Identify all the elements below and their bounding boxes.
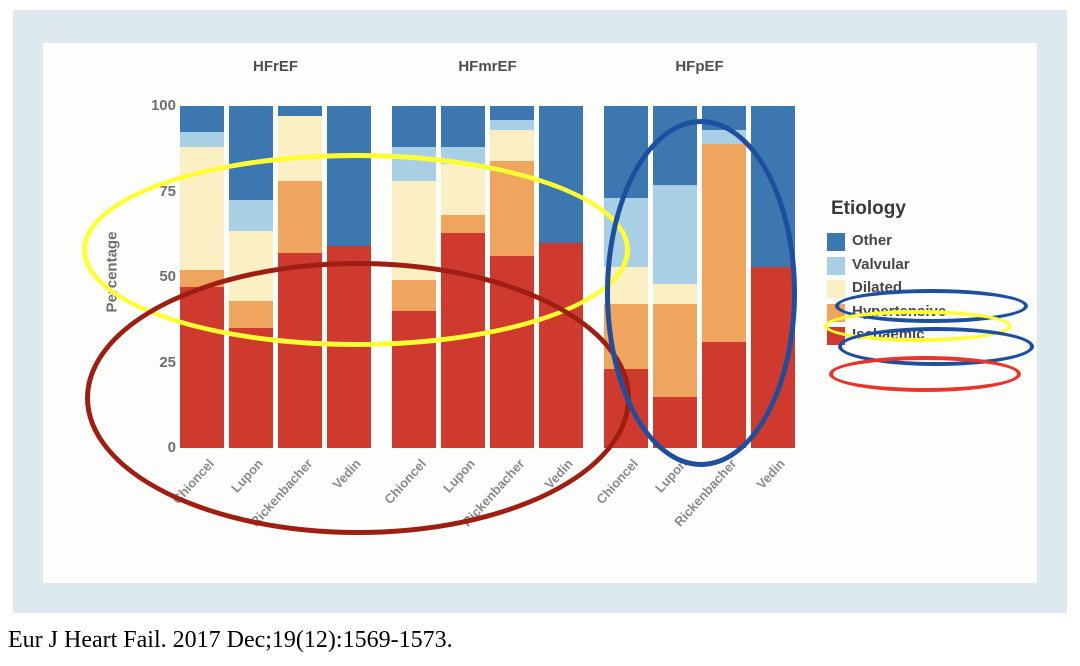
legend-swatch-valvular — [827, 256, 845, 275]
dark-red-ellipse-ischaemic — [85, 261, 631, 535]
blue-ellipse-hfpef-bars — [605, 119, 797, 467]
bar-segment-hfmref-rickenbacher-valvular — [490, 119, 534, 130]
y-tick-label-100: 100 — [150, 97, 176, 114]
citation-text: Eur J Heart Fail. 2017 Dec;19(12):1569-1… — [8, 627, 453, 653]
bar-segment-hfmref-lupon-other — [441, 106, 485, 148]
facet-title-hfpef: HFpEF — [675, 58, 724, 75]
bar-segment-hfref-rickenbacher-other — [278, 106, 322, 117]
bar-segment-hfmref-rickenbacher-dilated — [490, 129, 534, 161]
bar-segment-hfmref-chioncel-other — [392, 106, 436, 148]
legend-label-valvular: Valvular — [852, 255, 910, 273]
red-ellipse-legend-below — [829, 356, 1021, 392]
bar-segment-hfref-chioncel-other — [180, 106, 224, 132]
facet-title-hfmref: HFmrEF — [458, 58, 517, 75]
legend-title: Etiology — [831, 198, 906, 219]
bar-segment-hfref-chioncel-valvular — [180, 131, 224, 148]
legend-swatch-other — [827, 233, 845, 251]
legend-label-other: Other — [852, 232, 893, 249]
legend-swatch-dilated — [827, 280, 845, 299]
facet-title-hfref: HFrEF — [253, 58, 298, 75]
bar-segment-hfmref-rickenbacher-other — [490, 106, 534, 120]
